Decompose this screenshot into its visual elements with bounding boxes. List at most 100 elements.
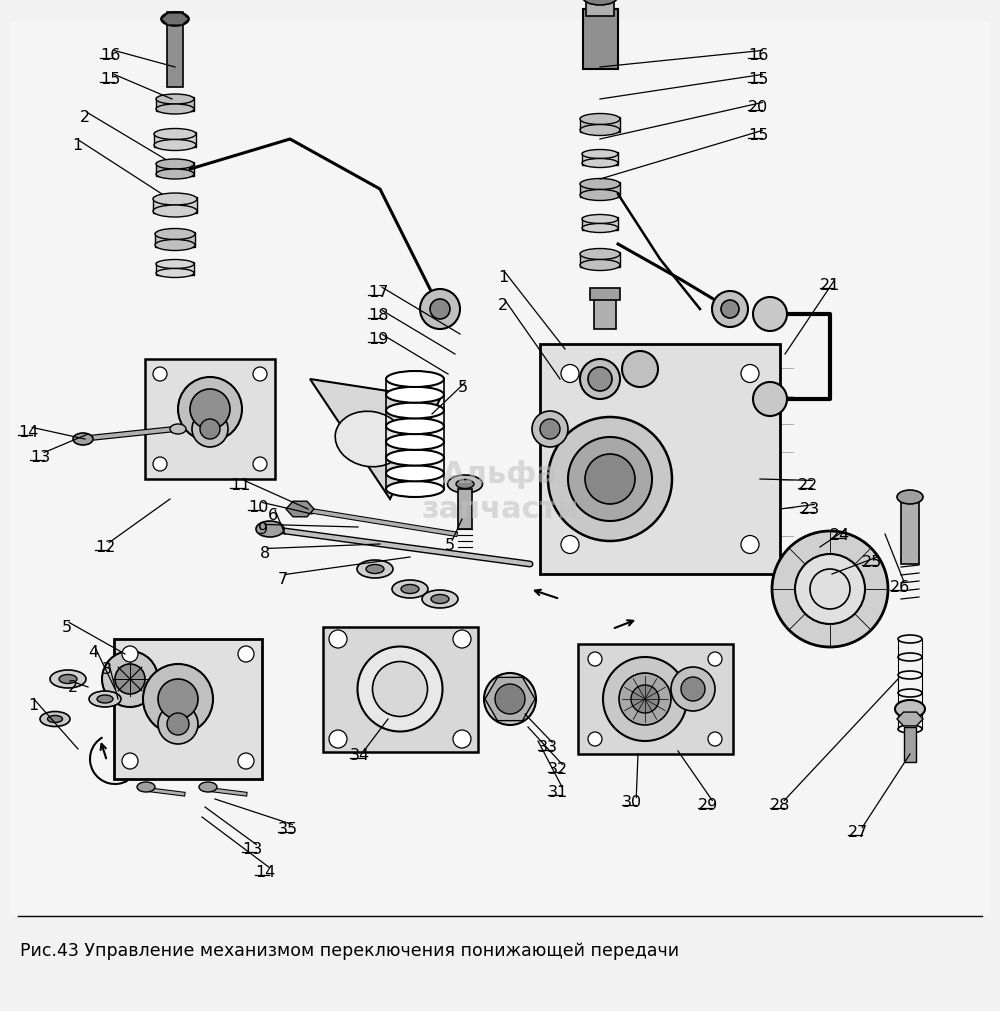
Text: 20: 20 — [748, 100, 768, 115]
Polygon shape — [897, 713, 923, 726]
Bar — [580, 117, 620, 133]
Bar — [154, 132, 196, 148]
Ellipse shape — [580, 250, 620, 260]
Bar — [323, 627, 478, 752]
Ellipse shape — [156, 160, 194, 170]
Ellipse shape — [156, 95, 194, 105]
Text: 27: 27 — [848, 824, 868, 839]
Ellipse shape — [582, 151, 618, 160]
Bar — [156, 98, 194, 112]
Circle shape — [741, 365, 759, 383]
Text: 1: 1 — [28, 698, 38, 713]
Ellipse shape — [422, 590, 458, 609]
Circle shape — [588, 368, 612, 391]
Ellipse shape — [73, 434, 93, 446]
Text: 4: 4 — [88, 644, 98, 659]
Ellipse shape — [256, 522, 284, 538]
Text: 16: 16 — [100, 48, 120, 63]
Circle shape — [772, 532, 888, 647]
Text: 26: 26 — [890, 579, 910, 594]
Text: 14: 14 — [18, 425, 38, 440]
Text: 5: 5 — [458, 379, 468, 394]
Circle shape — [102, 651, 158, 708]
Ellipse shape — [448, 475, 482, 493]
Text: 1: 1 — [498, 270, 508, 285]
Circle shape — [741, 536, 759, 554]
Circle shape — [619, 673, 671, 725]
Text: Рис.43 Управление механизмом переключения понижающей передачи: Рис.43 Управление механизмом переключени… — [20, 941, 679, 959]
Text: 10: 10 — [248, 499, 268, 515]
Ellipse shape — [580, 125, 620, 136]
Circle shape — [238, 753, 254, 769]
Text: Альфа
запчасти: Альфа запчасти — [421, 459, 579, 524]
Circle shape — [329, 631, 347, 648]
Ellipse shape — [386, 481, 444, 497]
Ellipse shape — [156, 269, 194, 278]
Ellipse shape — [582, 215, 618, 224]
Ellipse shape — [156, 105, 194, 115]
Text: 35: 35 — [278, 821, 298, 836]
Circle shape — [753, 382, 787, 417]
Ellipse shape — [431, 594, 449, 604]
Text: 15: 15 — [748, 72, 768, 87]
Circle shape — [561, 365, 579, 383]
Circle shape — [253, 368, 267, 381]
Text: 29: 29 — [698, 798, 718, 812]
Ellipse shape — [386, 419, 444, 435]
Text: 6: 6 — [268, 508, 278, 523]
Ellipse shape — [153, 194, 197, 206]
Ellipse shape — [386, 387, 444, 403]
Circle shape — [495, 684, 525, 715]
Circle shape — [681, 677, 705, 702]
Ellipse shape — [582, 224, 618, 234]
Ellipse shape — [48, 716, 63, 723]
Text: 18: 18 — [368, 307, 389, 323]
Ellipse shape — [392, 580, 428, 599]
Circle shape — [115, 664, 145, 695]
Circle shape — [603, 657, 687, 741]
Circle shape — [622, 352, 658, 387]
Bar — [582, 10, 618, 70]
Circle shape — [540, 420, 560, 440]
Text: 5: 5 — [445, 538, 455, 552]
Bar — [153, 197, 197, 214]
Ellipse shape — [401, 585, 419, 593]
Circle shape — [192, 411, 228, 448]
Ellipse shape — [154, 141, 196, 152]
Ellipse shape — [155, 229, 195, 241]
Bar — [145, 360, 275, 479]
Polygon shape — [286, 501, 314, 518]
Bar — [901, 494, 919, 564]
Circle shape — [561, 536, 579, 554]
Circle shape — [708, 732, 722, 746]
Circle shape — [238, 646, 254, 662]
Text: 32: 32 — [548, 761, 568, 776]
Bar — [114, 639, 262, 779]
Circle shape — [122, 646, 138, 662]
Ellipse shape — [137, 783, 155, 793]
Text: 33: 33 — [538, 739, 558, 754]
Ellipse shape — [199, 783, 217, 793]
Text: 12: 12 — [95, 540, 115, 554]
Text: 5: 5 — [62, 620, 72, 634]
Circle shape — [453, 631, 471, 648]
Circle shape — [158, 705, 198, 744]
Text: 15: 15 — [748, 127, 768, 143]
Ellipse shape — [59, 674, 77, 683]
Circle shape — [712, 292, 748, 328]
Ellipse shape — [386, 372, 444, 387]
Bar — [580, 183, 620, 198]
Circle shape — [253, 458, 267, 471]
Ellipse shape — [357, 560, 393, 578]
Circle shape — [190, 389, 230, 430]
Text: 14: 14 — [255, 864, 275, 880]
Circle shape — [721, 300, 739, 318]
Bar — [582, 153, 618, 166]
Ellipse shape — [582, 160, 618, 169]
Polygon shape — [161, 14, 189, 26]
Ellipse shape — [580, 114, 620, 125]
Bar — [580, 253, 620, 268]
Text: 2: 2 — [68, 679, 78, 695]
Circle shape — [631, 685, 659, 714]
Text: 13: 13 — [242, 841, 262, 856]
